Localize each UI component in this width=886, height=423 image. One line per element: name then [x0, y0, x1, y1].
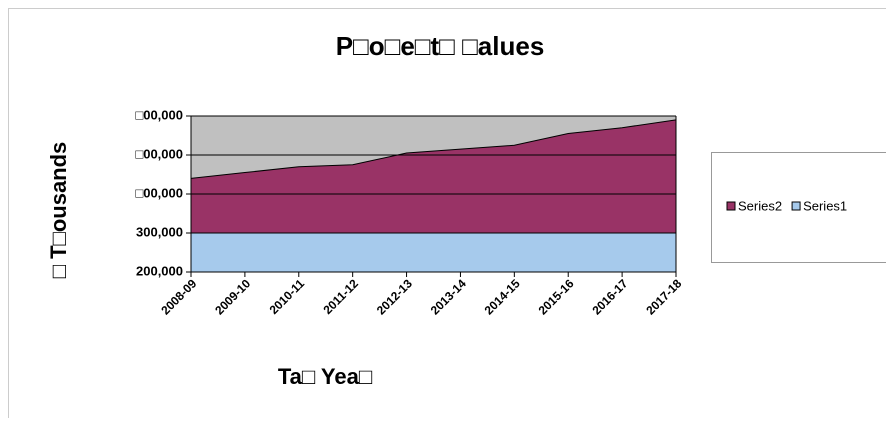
area — [191, 233, 676, 272]
legend-swatch — [792, 202, 800, 210]
legend-swatch — [727, 202, 735, 210]
y-tick-label: □00,000 — [135, 146, 183, 161]
y-tick-label: 200,000 — [136, 263, 183, 278]
chart-title: P□o□e□t□ □alues — [336, 31, 545, 61]
y-tick-label: □00,000 — [135, 107, 183, 122]
y-axis-label: □ T□ousands — [46, 142, 71, 279]
legend-label: Series2 — [738, 198, 782, 213]
legend-label: Series1 — [803, 198, 847, 213]
y-tick-label: 300,000 — [136, 224, 183, 239]
x-axis-label: Ta□ Yea□ — [278, 364, 372, 389]
y-tick-label: □00,000 — [135, 185, 183, 200]
